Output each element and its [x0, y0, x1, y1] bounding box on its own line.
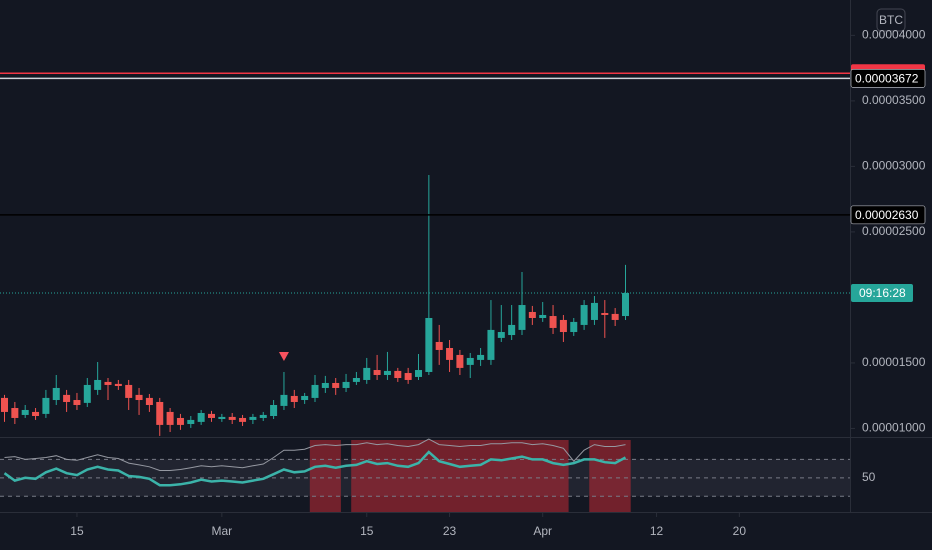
- candle-body: [456, 354, 464, 368]
- candle-body: [32, 411, 40, 417]
- candle-body: [311, 384, 319, 398]
- price-label-box: [850, 205, 926, 225]
- candle-body: [508, 324, 516, 336]
- candle-body: [497, 332, 505, 338]
- y-tick-label: 0.00003500: [862, 93, 926, 107]
- x-tick-label: Apr: [533, 524, 552, 538]
- currency-box[interactable]: [876, 8, 906, 32]
- signal-marker: [278, 351, 289, 361]
- candle-body: [415, 370, 422, 377]
- candle-body: [332, 382, 340, 388]
- candle-body: [52, 387, 60, 401]
- candle-body: [539, 314, 547, 318]
- highlight-range: [589, 440, 631, 512]
- price-label: 0.00002630: [855, 208, 919, 222]
- candle-body: [590, 302, 598, 320]
- indicator-line: [3, 450, 627, 487]
- candle-body: [73, 400, 81, 405]
- highlight-range: [309, 440, 341, 512]
- price-label-box: [850, 69, 926, 88]
- x-tick-label: 12: [650, 524, 664, 538]
- candle-body: [528, 311, 536, 318]
- candle-body: [228, 416, 236, 420]
- candle-body: [373, 370, 381, 375]
- candle-body: [218, 416, 226, 420]
- countdown-box: [851, 283, 913, 302]
- y-tick-label: 50: [862, 470, 876, 484]
- candle-body: [487, 329, 495, 360]
- candle-body: [156, 401, 164, 425]
- candle-body: [549, 316, 557, 328]
- candle-body: [301, 395, 309, 401]
- candle-body: [394, 370, 402, 379]
- countdown-label: 09:16:28: [859, 286, 906, 300]
- x-tick-label: 15: [70, 524, 84, 538]
- candle-body: [559, 319, 567, 333]
- candle-body: [425, 317, 433, 372]
- candle-body: [21, 409, 29, 415]
- candle-body: [435, 341, 443, 350]
- x-tick-label: 20: [733, 524, 747, 538]
- candle-body: [259, 414, 267, 418]
- highlight-range: [351, 440, 569, 512]
- candle-body: [466, 357, 474, 365]
- candle-body: [363, 367, 371, 380]
- candle-body: [570, 321, 578, 333]
- candle-body: [477, 354, 485, 360]
- candle-body: [63, 394, 71, 402]
- candle-body: [270, 404, 278, 417]
- candle-body: [135, 394, 143, 401]
- y-tick-label: 0.00004000: [862, 28, 926, 42]
- y-tick-label: 0.00001000: [862, 421, 926, 435]
- candle-body: [166, 411, 174, 425]
- candle-body: [1, 397, 8, 412]
- candle-body: [404, 373, 412, 380]
- indicator-line: [4, 438, 626, 471]
- price-label: 0.00003672: [855, 72, 919, 86]
- candle-body: [11, 408, 19, 418]
- candle-body: [352, 378, 360, 382]
- x-tick-label: 23: [443, 524, 457, 538]
- candle-body: [290, 395, 298, 402]
- candle-body: [104, 381, 112, 385]
- candle-body: [342, 381, 350, 388]
- candle-body: [114, 383, 122, 386]
- candle-body: [239, 417, 247, 422]
- candle-body: [383, 370, 391, 375]
- candle-body: [611, 313, 619, 320]
- candle-body: [518, 305, 526, 330]
- candle-body: [83, 384, 91, 403]
- y-tick-label: 0.00001500: [862, 355, 926, 369]
- candle-body: [42, 397, 50, 414]
- x-tick-label: 15: [360, 524, 374, 538]
- candle-body: [321, 382, 329, 388]
- currency-label: BTC: [879, 13, 903, 27]
- candle-body: [94, 379, 102, 390]
- candle-body: [176, 417, 184, 425]
- candle-body: [187, 419, 195, 424]
- candle-body: [197, 412, 205, 422]
- candle-body: [622, 292, 629, 317]
- candle-body: [280, 394, 288, 406]
- candle-body: [145, 397, 153, 405]
- candle-body: [249, 416, 257, 420]
- candle-body: [601, 313, 609, 315]
- candle-body: [125, 384, 133, 398]
- y-tick-label: 0.00003000: [862, 159, 926, 173]
- candle-body: [580, 305, 588, 325]
- x-tick-label: Mar: [212, 524, 233, 538]
- y-tick-label: 0.00002500: [862, 224, 926, 238]
- candle-body: [208, 413, 215, 418]
- candle-body: [446, 348, 454, 360]
